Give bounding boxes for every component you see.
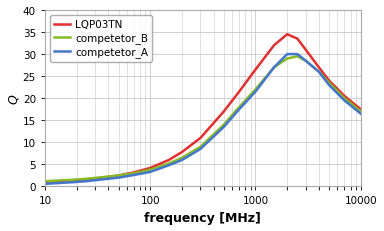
competetor_A — [295, 53, 300, 56]
competetor_A — [272, 67, 276, 69]
LQP03TN — [316, 67, 321, 69]
competetor_B — [303, 60, 308, 63]
LQP03TN — [116, 174, 121, 177]
LQP03TN — [132, 171, 136, 174]
LQP03TN — [222, 111, 226, 113]
LQP03TN — [285, 34, 290, 36]
competetor_A — [316, 71, 321, 74]
Line: competetor_A: competetor_A — [45, 55, 361, 184]
LQP03TN — [358, 108, 363, 111]
competetor_A — [285, 53, 290, 56]
competetor_B — [342, 97, 347, 100]
competetor_A — [198, 148, 203, 151]
X-axis label: frequency [MHz]: frequency [MHz] — [144, 211, 261, 224]
competetor_A — [70, 181, 74, 184]
LQP03TN — [55, 180, 59, 183]
LQP03TN — [84, 178, 89, 181]
competetor_A — [237, 108, 242, 111]
competetor_B — [358, 111, 363, 113]
LQP03TN — [43, 181, 47, 184]
competetor_A — [132, 174, 136, 177]
competetor_A — [180, 159, 184, 162]
competetor_A — [116, 176, 121, 179]
LQP03TN — [342, 95, 347, 98]
competetor_B — [116, 174, 121, 177]
competetor_B — [70, 179, 74, 182]
competetor_A — [222, 126, 226, 129]
competetor_B — [222, 124, 226, 127]
LQP03TN — [180, 151, 184, 154]
LQP03TN — [167, 159, 171, 162]
competetor_B — [295, 56, 300, 58]
competetor_B — [198, 146, 203, 149]
competetor_B — [327, 82, 331, 85]
competetor_B — [55, 179, 59, 182]
competetor_B — [43, 180, 47, 183]
competetor_A — [148, 171, 152, 173]
LQP03TN — [100, 176, 104, 179]
LQP03TN — [272, 45, 276, 47]
competetor_A — [358, 113, 363, 116]
competetor_A — [303, 60, 308, 63]
competetor_A — [55, 182, 59, 185]
LQP03TN — [295, 38, 300, 41]
competetor_B — [84, 178, 89, 180]
competetor_B — [237, 106, 242, 109]
competetor_A — [100, 178, 104, 181]
Y-axis label: Q: Q — [7, 94, 20, 104]
competetor_A — [327, 84, 331, 87]
Legend: LQP03TN, competetor_B, competetor_A: LQP03TN, competetor_B, competetor_A — [50, 16, 152, 62]
LQP03TN — [70, 179, 74, 182]
competetor_A — [253, 91, 258, 94]
competetor_B — [285, 58, 290, 61]
competetor_B — [180, 157, 184, 159]
competetor_B — [167, 162, 171, 165]
competetor_B — [253, 89, 258, 91]
competetor_B — [272, 67, 276, 69]
competetor_B — [100, 176, 104, 179]
LQP03TN — [253, 69, 258, 72]
LQP03TN — [327, 80, 331, 83]
Line: competetor_B: competetor_B — [45, 57, 361, 181]
LQP03TN — [148, 167, 152, 170]
competetor_A — [167, 164, 171, 167]
competetor_B — [132, 172, 136, 175]
LQP03TN — [303, 49, 308, 52]
competetor_A — [342, 100, 347, 102]
competetor_A — [84, 180, 89, 183]
LQP03TN — [198, 137, 203, 140]
competetor_B — [148, 169, 152, 171]
competetor_A — [43, 183, 47, 185]
competetor_B — [316, 71, 321, 74]
Line: LQP03TN: LQP03TN — [45, 35, 361, 182]
LQP03TN — [237, 91, 242, 94]
